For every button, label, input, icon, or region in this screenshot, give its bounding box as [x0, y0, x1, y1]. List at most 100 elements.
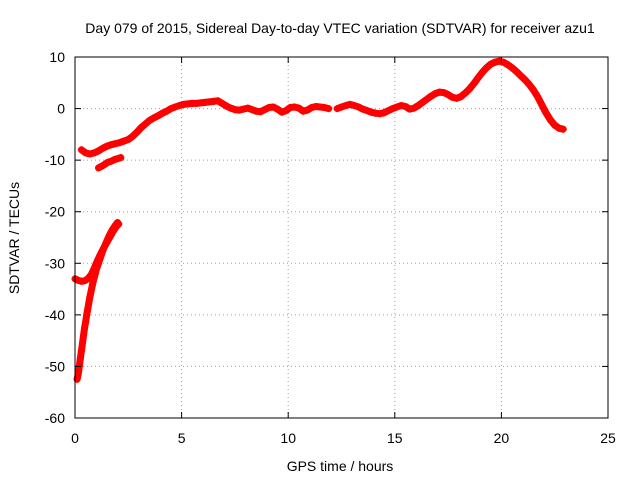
data-point — [559, 125, 567, 133]
data-point — [86, 293, 94, 301]
data-point — [551, 121, 559, 129]
chart-title: Day 079 of 2015, Sidereal Day-to-day VTE… — [85, 20, 595, 36]
series-short-segment — [95, 154, 125, 172]
data-point — [423, 95, 431, 103]
data-point — [320, 104, 328, 111]
data-point — [77, 146, 85, 154]
y-tick-label: -20 — [45, 204, 65, 220]
data-point — [84, 275, 92, 283]
x-tick-label: 25 — [600, 430, 616, 446]
data-point — [99, 144, 107, 152]
data-point — [346, 100, 354, 108]
data-point — [367, 108, 375, 116]
data-point — [384, 107, 392, 115]
data-point — [146, 116, 154, 124]
series-main-track-b — [333, 57, 567, 133]
y-tick-label: -50 — [45, 358, 65, 374]
data-point — [521, 76, 529, 84]
data-point — [80, 332, 87, 339]
data-point — [363, 107, 371, 115]
data-point — [295, 104, 303, 112]
data-point — [410, 104, 418, 112]
data-point — [308, 104, 316, 111]
y-tick-label: -60 — [45, 410, 65, 426]
data-point — [244, 104, 252, 112]
data-point — [107, 141, 115, 149]
data-point — [325, 105, 333, 113]
data-point — [91, 270, 99, 278]
data-point — [359, 105, 367, 113]
data-point — [427, 92, 435, 100]
data-point — [163, 107, 171, 115]
data-point — [107, 228, 115, 236]
series-band — [73, 219, 122, 383]
data-point — [261, 106, 269, 114]
series-start-spike — [73, 219, 122, 383]
data-point — [107, 157, 115, 165]
data-point — [538, 101, 546, 109]
data-point — [74, 276, 82, 284]
data-point — [92, 266, 100, 273]
data-point — [171, 103, 179, 111]
data-point — [158, 109, 166, 117]
data-point — [222, 102, 230, 110]
data-point — [517, 72, 525, 80]
data-point — [546, 116, 554, 124]
data-point — [114, 155, 122, 163]
data-point — [83, 311, 91, 319]
data-point — [137, 124, 145, 132]
data-point — [124, 136, 132, 143]
data-point — [376, 110, 384, 118]
data-point — [470, 80, 478, 88]
data-point — [114, 219, 122, 226]
data-point — [79, 339, 86, 347]
data-point — [154, 112, 162, 120]
data-point — [103, 142, 111, 150]
x-axis-label: GPS time / hours — [287, 458, 394, 474]
data-point — [555, 124, 563, 132]
data-point — [239, 105, 247, 113]
data-point — [406, 105, 414, 113]
data-point — [478, 69, 486, 76]
data-point — [504, 61, 512, 69]
data-point — [103, 237, 111, 245]
grid-lines — [75, 57, 608, 418]
data-point — [110, 156, 118, 164]
y-tick-label: 10 — [49, 49, 65, 65]
data-point — [487, 60, 495, 68]
data-point — [389, 105, 397, 113]
data-point — [101, 242, 109, 250]
data-point — [355, 103, 363, 111]
data-point — [84, 305, 92, 313]
data-point — [117, 154, 125, 162]
data-point — [95, 147, 102, 155]
data-point — [350, 102, 358, 109]
data-point — [512, 67, 520, 75]
data-point — [397, 102, 405, 109]
y-axis-label: SDTVAR / TECUs — [6, 182, 22, 294]
data-point — [431, 90, 439, 98]
data-point — [461, 89, 469, 97]
data-point — [81, 324, 89, 332]
data-point — [282, 107, 290, 115]
x-tick-label: 10 — [280, 430, 296, 446]
data-point — [97, 253, 105, 261]
data-point — [104, 158, 112, 166]
x-tick-label: 5 — [178, 430, 186, 446]
data-point — [214, 97, 222, 105]
data-point — [529, 86, 537, 94]
data-point — [457, 93, 465, 101]
data-point — [419, 98, 426, 106]
series-band — [77, 97, 333, 158]
data-point — [448, 93, 456, 101]
y-tick-label: 0 — [57, 101, 65, 117]
data-point — [89, 278, 97, 286]
data-point — [133, 128, 141, 136]
x-tick-label: 0 — [71, 430, 79, 446]
plot-frame — [74, 56, 609, 419]
data-point — [176, 102, 183, 109]
x-tick-label: 15 — [387, 430, 403, 446]
data-point — [465, 85, 473, 93]
data-point — [82, 318, 90, 326]
